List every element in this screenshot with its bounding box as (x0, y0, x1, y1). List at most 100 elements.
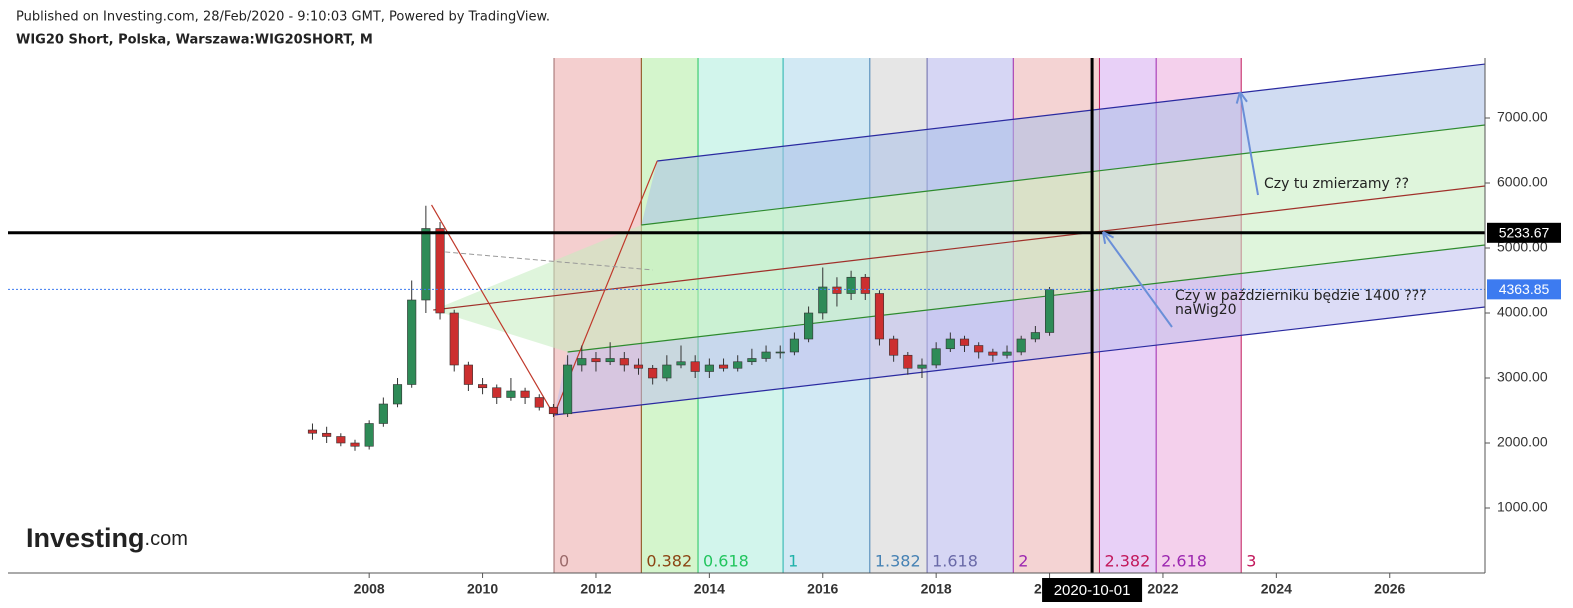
candle-body (648, 367, 658, 379)
y-tick-label: 7000.00 (1497, 109, 1548, 125)
candle-body (449, 312, 459, 366)
candle-body (534, 397, 544, 408)
candle-body (974, 345, 984, 353)
candle-body (548, 406, 558, 415)
published: Published on Investing.com, 28/Feb/2020 … (16, 10, 550, 25)
candle-body (1045, 289, 1055, 333)
candle-body (478, 384, 488, 389)
logo: Investing.com (26, 523, 188, 553)
candle-body (392, 384, 403, 405)
arrow (1102, 231, 1173, 328)
dashed-line (437, 250, 653, 271)
x-tick-label: 2018 (921, 581, 952, 597)
hline-label: 5233.67 (1499, 225, 1550, 241)
candle-body (307, 429, 318, 434)
candle-body (917, 364, 927, 369)
x-tick-label: 2024 (1261, 581, 1292, 597)
candle-body (959, 338, 970, 346)
candle-body (860, 276, 870, 294)
fib-label: 3 (1246, 552, 1256, 571)
channel-fill (433, 185, 1485, 352)
channel-line (657, 63, 1485, 162)
candle-body (704, 364, 714, 372)
candle-body (322, 432, 332, 437)
vline-label-box (1042, 578, 1143, 602)
candle-body (889, 338, 899, 356)
y-tick-label: 3000.00 (1497, 369, 1548, 385)
candle-body (761, 351, 771, 359)
arrow (1239, 91, 1259, 196)
annotation: Czy w październiku będzie 1400 ??? (1175, 288, 1427, 304)
candle-body (435, 228, 445, 314)
candle-body (577, 358, 587, 366)
arrow-head (1239, 91, 1248, 103)
x-tick-label: 2012 (580, 581, 611, 597)
fib-label: 2.618 (1161, 552, 1207, 571)
candle-body (378, 403, 388, 424)
fib-label: 2.382 (1104, 552, 1150, 571)
candle-body (520, 390, 530, 398)
fib-label: 0 (559, 552, 569, 571)
fib-label: 1 (788, 552, 798, 571)
candle-body (605, 358, 615, 363)
hline-label-box (1487, 222, 1561, 243)
candle-body (874, 293, 885, 340)
fib-label: 1.382 (875, 552, 921, 571)
x-tick-label: 2014 (694, 581, 725, 597)
plot-area (8, 58, 1485, 573)
candle-body (407, 299, 417, 385)
y-tick-label: 2000.00 (1497, 434, 1548, 450)
y-tick-label: 1000.00 (1497, 499, 1548, 515)
pitchfork-handle (431, 160, 658, 417)
channel-fill (554, 245, 1485, 415)
last-price-label-box (1487, 279, 1561, 300)
arrow-head (1102, 231, 1115, 239)
candle-body (903, 354, 913, 369)
candle-body (506, 390, 516, 398)
fib-label: 1.618 (932, 552, 978, 571)
logo-suffix: .com (145, 528, 188, 550)
annotation: Czy tu zmierzamy ?? (1264, 176, 1409, 192)
channel-line (641, 124, 1485, 226)
candle-body (988, 351, 998, 356)
y-tick-label: 6000.00 (1497, 174, 1548, 190)
candle-body (463, 364, 473, 385)
fib-label: 2 (1018, 552, 1028, 571)
logo-name: Investing (26, 523, 145, 553)
overlay: 0 0.382 0.618 1 1.382 1.618 2 2.382 2.618 3 Czy tu… (8, 58, 1561, 602)
channel-line (567, 244, 1485, 353)
candle-body (775, 351, 785, 354)
fib-label: 0.618 (703, 552, 749, 571)
vline-label: 2020-10-01 (1054, 582, 1131, 599)
candle-body (364, 423, 374, 447)
candle-body (662, 364, 672, 379)
candle-body (945, 338, 955, 350)
candle-body (818, 286, 828, 314)
candle-body (690, 361, 700, 372)
x-tick-label: 2022 (1147, 581, 1178, 597)
candle-body (733, 361, 743, 369)
arrow-head (1235, 91, 1241, 104)
candle-body (1016, 338, 1026, 353)
channel-line (553, 306, 1485, 416)
channel-fill (433, 125, 1485, 311)
arrow-head (1102, 231, 1107, 244)
candle-body (931, 348, 941, 366)
candle-body (747, 358, 757, 363)
last-price-label: 4363.85 (1499, 281, 1550, 297)
candle-body (336, 436, 346, 444)
chart-title: WIG20 Short, Polska, Warszawa:WIG20SHORT… (16, 33, 373, 48)
x-tick-label: 2008 (354, 581, 385, 597)
candle-body (718, 364, 729, 369)
candle-body (804, 312, 814, 340)
candle-body (789, 338, 799, 353)
candle-body (633, 364, 644, 369)
candle-body (832, 286, 842, 294)
candle-body (619, 358, 629, 366)
candle-body (1030, 332, 1040, 340)
candle-body (563, 364, 573, 415)
candle-body (492, 387, 502, 398)
annotation: naWig20 (1175, 302, 1237, 318)
fib-label: 0.382 (646, 552, 692, 571)
